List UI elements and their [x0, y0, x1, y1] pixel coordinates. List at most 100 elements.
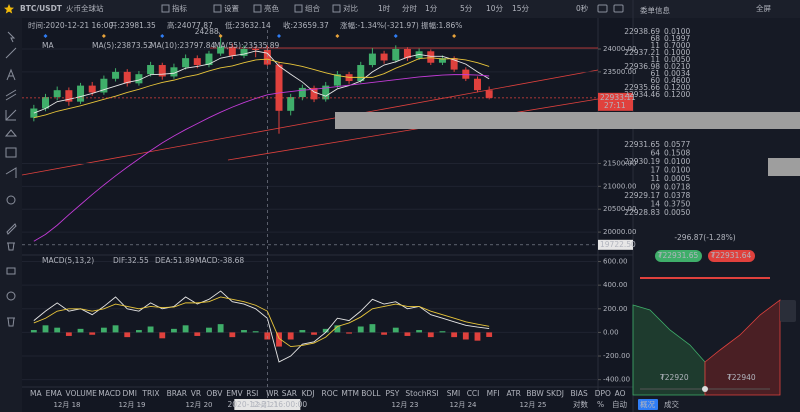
indicator-button[interactable]: TRIX: [141, 389, 159, 398]
scale-option[interactable]: 对数: [573, 399, 588, 409]
screen-artifact: [335, 112, 800, 129]
depth-asks: [704, 299, 781, 396]
symbol: BTC/USDT: [20, 4, 63, 13]
x-tick-label: 12月 24: [449, 401, 477, 409]
indicator-button[interactable]: StochRSI: [405, 389, 438, 398]
bid-amount: 0.0005: [664, 174, 690, 183]
indicator-button[interactable]: BRAR: [167, 389, 187, 398]
buy-button[interactable]: [655, 250, 702, 262]
interval-button[interactable]: 分时: [402, 3, 417, 13]
candle-body: [380, 53, 388, 61]
trend-line[interactable]: [227, 98, 599, 161]
angle-tool-icon[interactable]: [5, 109, 17, 121]
toolbar-button[interactable]: 亮色: [264, 3, 279, 13]
brush-tool-icon[interactable]: [6, 223, 17, 235]
pro-badge[interactable]: [780, 300, 796, 322]
event-marker[interactable]: [101, 34, 106, 38]
sell-button[interactable]: [708, 250, 755, 262]
indicator-button[interactable]: WR: [266, 389, 279, 398]
indicator-button[interactable]: KDJ: [302, 389, 315, 398]
event-marker[interactable]: [277, 34, 282, 38]
indicator-button[interactable]: MFI: [487, 389, 500, 398]
toolbar-icon[interactable]: [597, 4, 608, 13]
macd-bar: [54, 327, 61, 333]
eye-tool-icon[interactable]: [6, 291, 16, 301]
pattern-tool-icon[interactable]: [4, 129, 18, 137]
indicator-button[interactable]: MTM: [341, 389, 359, 398]
event-marker[interactable]: [335, 34, 340, 38]
event-marker[interactable]: [452, 34, 457, 38]
interval-button[interactable]: 15分: [512, 4, 530, 13]
interval-button[interactable]: 10分: [486, 4, 504, 13]
crosshair-y-label: 19722.50: [600, 240, 636, 249]
scale-option[interactable]: %: [597, 400, 604, 409]
toolbar-button[interactable]: 对比: [343, 3, 358, 13]
lock-tool-icon[interactable]: [6, 267, 16, 275]
channel-tool-icon[interactable]: [5, 89, 17, 101]
zoom-tool-icon[interactable]: [6, 195, 16, 205]
indicator-button[interactable]: AO: [615, 389, 626, 398]
candle-body: [228, 46, 236, 56]
indicator-button[interactable]: VOLUME: [66, 389, 98, 398]
macd-bar: [427, 332, 434, 338]
indicator-button[interactable]: VR: [191, 389, 201, 398]
indicator-button[interactable]: OBV: [206, 389, 223, 398]
indicator-button[interactable]: ROC: [322, 389, 338, 398]
cursor-icon[interactable]: [7, 31, 16, 43]
toolbar-button[interactable]: 设置: [224, 3, 239, 13]
indicator-button[interactable]: DPO: [595, 389, 611, 398]
macd-bar: [229, 332, 236, 338]
candle-body: [252, 48, 260, 50]
delete-tool-icon[interactable]: [7, 242, 15, 251]
toolbar-icon[interactable]: [613, 4, 624, 13]
event-marker[interactable]: [218, 34, 223, 38]
line-tool-icon[interactable]: [5, 47, 17, 59]
measure-tool-icon[interactable]: [5, 167, 17, 178]
macd-line: [33, 296, 490, 348]
indicator-button[interactable]: DMI: [123, 389, 137, 398]
favorite-icon[interactable]: [4, 4, 14, 14]
indicator-button[interactable]: ATR: [507, 389, 521, 398]
crosshair-y-box: [598, 239, 633, 250]
toolbar-button[interactable]: 指标: [172, 3, 187, 13]
interval-button[interactable]: 1时: [378, 3, 391, 13]
tab[interactable]: 概况: [640, 399, 655, 409]
event-marker[interactable]: [43, 34, 48, 38]
interval-button[interactable]: 5分: [460, 4, 473, 13]
indicator-button[interactable]: BBW: [526, 389, 544, 398]
indicator-button[interactable]: MA: [30, 389, 42, 398]
fib-tool-icon[interactable]: [5, 147, 17, 158]
event-marker[interactable]: [160, 34, 165, 38]
macd-bar: [65, 332, 72, 336]
macd-bar: [287, 332, 294, 340]
depth-slider-handle[interactable]: [702, 386, 708, 392]
indicator-button[interactable]: EMA: [46, 389, 63, 398]
indicator-button[interactable]: SAR: [282, 389, 297, 398]
tab[interactable]: 成交: [664, 399, 679, 409]
candle-body: [147, 65, 155, 75]
trash-tool-icon[interactable]: [7, 317, 15, 327]
tab-highlight: [638, 399, 658, 410]
indicator-button[interactable]: PSY: [386, 389, 400, 398]
indicator-button[interactable]: BOLL: [361, 389, 381, 398]
text-tool-icon[interactable]: [6, 68, 16, 81]
toolbar-button[interactable]: 组合: [305, 3, 320, 13]
indicator-button[interactable]: RSI: [246, 389, 258, 398]
indicator-button[interactable]: EMV: [226, 389, 243, 398]
indicator-button[interactable]: CCI: [467, 389, 480, 398]
indicator-button[interactable]: SKDJ: [546, 389, 564, 398]
indicator-button[interactable]: MACD: [98, 389, 121, 398]
event-marker[interactable]: [393, 34, 398, 38]
macd-bar: [264, 332, 271, 340]
ask-amount: 0.7000: [664, 41, 690, 50]
indicator-button[interactable]: BIAS: [571, 389, 588, 398]
interval-button[interactable]: 1分: [425, 4, 438, 13]
scale-option[interactable]: 自动: [612, 399, 627, 409]
indicator-button[interactable]: SMI: [447, 389, 460, 398]
fullscreen-button[interactable]: 全屏: [756, 3, 771, 13]
macd-bar: [381, 332, 388, 335]
ma-line: [33, 74, 490, 242]
ask-price: 11: [650, 41, 660, 50]
macd-bar: [124, 332, 131, 338]
trend-line[interactable]: [21, 69, 599, 176]
